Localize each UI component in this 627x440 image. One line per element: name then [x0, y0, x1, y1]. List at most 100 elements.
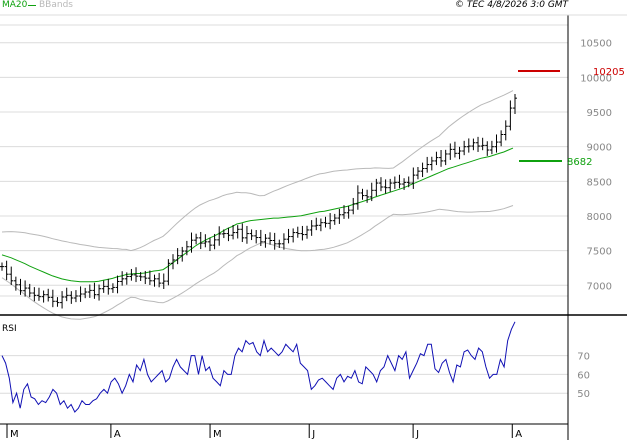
ohlc-bar: [351, 197, 356, 215]
ohlc-bar: [244, 225, 249, 244]
price-ytick-label: 7000: [587, 281, 612, 292]
ohlc-bar: [212, 233, 217, 250]
ohlc-bar: [480, 137, 485, 151]
ohlc-bar: [337, 208, 342, 224]
ohlc-bar: [55, 297, 60, 307]
copyright-timestamp: © TEC 4/8/2026 3:0 GMT: [455, 0, 569, 10]
ohlc-bar: [83, 287, 88, 299]
ohlc-bar: [161, 273, 166, 290]
ohlc-bar: [0, 262, 4, 271]
axes: [0, 14, 627, 440]
ohlc-bar: [328, 213, 333, 230]
price-ytick-label: 10000: [580, 73, 612, 84]
bollinger-bands: [1, 90, 514, 320]
ohlc-bar: [143, 270, 148, 285]
rsi-ytick-label: 50: [577, 389, 590, 400]
ohlc-bar: [4, 260, 9, 281]
ohlc-bar: [291, 228, 296, 243]
rsi-ytick-label: 60: [577, 370, 590, 381]
ohlc-bar: [254, 229, 259, 244]
price-ytick-label: 9500: [587, 108, 612, 119]
price-ytick-label: 7500: [587, 247, 612, 258]
ohlc-bar: [434, 151, 439, 166]
ohlc-bar: [217, 226, 222, 246]
ohlc-bar: [263, 234, 268, 248]
ohlc-bar: [268, 232, 273, 245]
ohlc-bar: [295, 226, 300, 238]
ohlc-bar: [64, 287, 69, 302]
ohlc-bar: [207, 237, 212, 252]
ohlc-bar: [388, 178, 393, 192]
price-gridlines: [0, 24, 568, 297]
ohlc-bar: [69, 291, 74, 304]
ohlc-bar: [124, 272, 129, 285]
ohlc-bar: [406, 176, 411, 188]
ohlc-bar: [41, 290, 46, 303]
ohlc-bar: [189, 232, 194, 253]
ohlc-bar: [27, 283, 32, 298]
level-markers: 10205 8682: [518, 67, 625, 168]
price-ytick-label: 8000: [587, 212, 612, 223]
ohlc-bar: [342, 205, 346, 219]
ohlc-bar: [272, 232, 277, 250]
ohlc-bar: [508, 100, 513, 131]
ohlc-bar: [50, 289, 55, 308]
xtick-label: J: [311, 429, 315, 440]
ma20-path: [1, 147, 514, 283]
ohlc-bar: [305, 225, 310, 239]
legend-ma20: MA20: [2, 0, 28, 10]
ohlc-bar: [60, 291, 65, 309]
ohlc-bar: [101, 280, 106, 293]
xtick-label: A: [114, 429, 121, 440]
ohlc-bar: [13, 276, 18, 291]
ohlc-bar: [439, 149, 444, 167]
ohlc-bar: [166, 259, 171, 286]
xtick-label: M: [213, 429, 222, 440]
price-ytick-label: 10500: [580, 39, 612, 50]
ohlc-bar: [138, 272, 143, 282]
ohlc-bar: [106, 278, 111, 295]
ohlc-bar: [203, 234, 208, 248]
ohlc-bar: [258, 229, 263, 246]
xtick-label: M: [10, 429, 19, 440]
ohlc-bar: [175, 248, 180, 265]
ohlc-bar: [32, 287, 37, 302]
ohlc-bar: [9, 266, 14, 285]
ohlc-bar: [383, 179, 388, 194]
ohlc-bar: [110, 283, 115, 293]
ohlc-bar: [180, 246, 185, 262]
ohlc-bar: [314, 217, 319, 231]
ohlc-bar: [87, 284, 92, 298]
ohlc-bar: [286, 228, 291, 244]
price-ytick-labels: 7000 7500 8000 8500 9000 9500 10000 10500: [580, 39, 612, 293]
ohlc-bar: [452, 141, 457, 158]
ohlc-bar: [499, 130, 504, 147]
current-level-label: 8682: [567, 157, 592, 168]
rsi-line: [1, 321, 516, 413]
ohlc-bar: [46, 288, 51, 302]
ohlc-bar: [471, 138, 476, 151]
rsi-ytick-label: 70: [577, 352, 590, 363]
ohlc-bar: [147, 270, 152, 285]
rsi-ytick-labels: 50 60 70: [577, 352, 590, 401]
bband-upper: [1, 90, 514, 252]
bband-lower: [1, 205, 514, 320]
ohlc-bar: [309, 220, 314, 236]
ohlc-bar: [171, 254, 175, 270]
ohlc-bar: [18, 278, 23, 295]
ohlc-bar: [157, 272, 162, 288]
ma20-line: [1, 147, 514, 283]
ohlc-bar: [323, 216, 328, 228]
ohlc-bar: [120, 271, 125, 286]
ohlc-bar: [97, 284, 102, 301]
xtick-label: A: [515, 429, 522, 440]
ohlc-bar: [462, 140, 467, 156]
ohlc-bar: [476, 136, 481, 152]
ohlc-bar: [318, 218, 323, 232]
ohlc-bar: [503, 120, 508, 141]
rsi-path: [1, 321, 516, 413]
ohlc-bar: [374, 178, 379, 197]
ohlc-bar: [429, 156, 434, 171]
